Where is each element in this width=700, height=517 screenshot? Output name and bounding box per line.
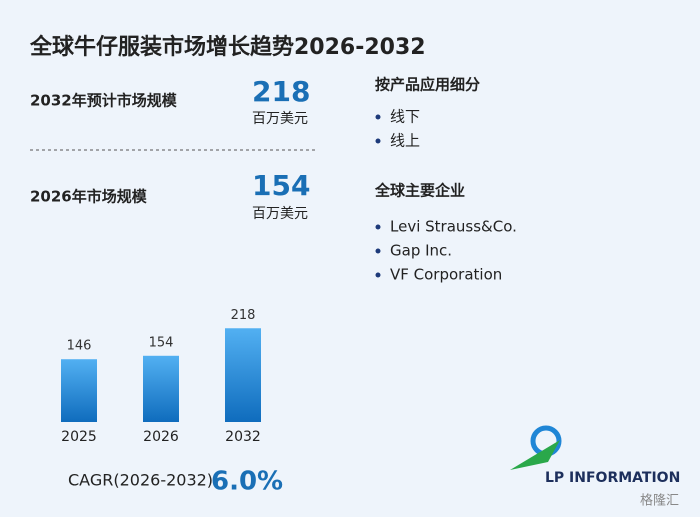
big-number: 218	[252, 75, 310, 108]
logo-text: LP INFORMATION	[545, 470, 680, 486]
data-label: 146	[67, 339, 92, 354]
bullet	[375, 248, 381, 254]
unit: 百万美元	[252, 111, 308, 127]
bullet	[375, 114, 381, 120]
logo: LP INFORMATION	[510, 425, 680, 486]
list-item: Gap Inc.	[390, 242, 452, 260]
big-number: 154	[252, 169, 310, 202]
bar	[143, 355, 179, 422]
unit: 百万美元	[252, 206, 308, 222]
label: 2032年预计市场规模	[30, 92, 178, 110]
list-item: VF Corporation	[390, 266, 502, 284]
bar	[225, 328, 261, 422]
x-tick-label: 2025	[61, 429, 97, 445]
cagr-value: 6.0%	[211, 467, 283, 497]
bullet	[375, 138, 381, 144]
logo-swoosh	[510, 440, 560, 470]
data-label: 154	[149, 335, 174, 350]
cagr-label: CAGR(2026-2032)	[68, 471, 213, 490]
heading: 按产品应用细分	[375, 76, 480, 94]
bullet	[375, 224, 381, 230]
x-tick-label: 2032	[225, 429, 261, 445]
watermark: 格隆汇	[640, 493, 679, 509]
list-item: 线上	[390, 132, 420, 150]
bar	[61, 359, 97, 422]
heading: 全球主要企业	[374, 182, 465, 200]
title: 全球牛仔服装市场增长趋势2026-2032	[29, 34, 426, 60]
data-label: 218	[231, 308, 256, 323]
list-item: Levi Strauss&Co.	[390, 218, 517, 236]
label: 2026年市场规模	[30, 188, 148, 206]
bullet	[375, 272, 381, 278]
list-item: 线下	[390, 108, 420, 126]
x-tick-label: 2026	[143, 429, 179, 445]
